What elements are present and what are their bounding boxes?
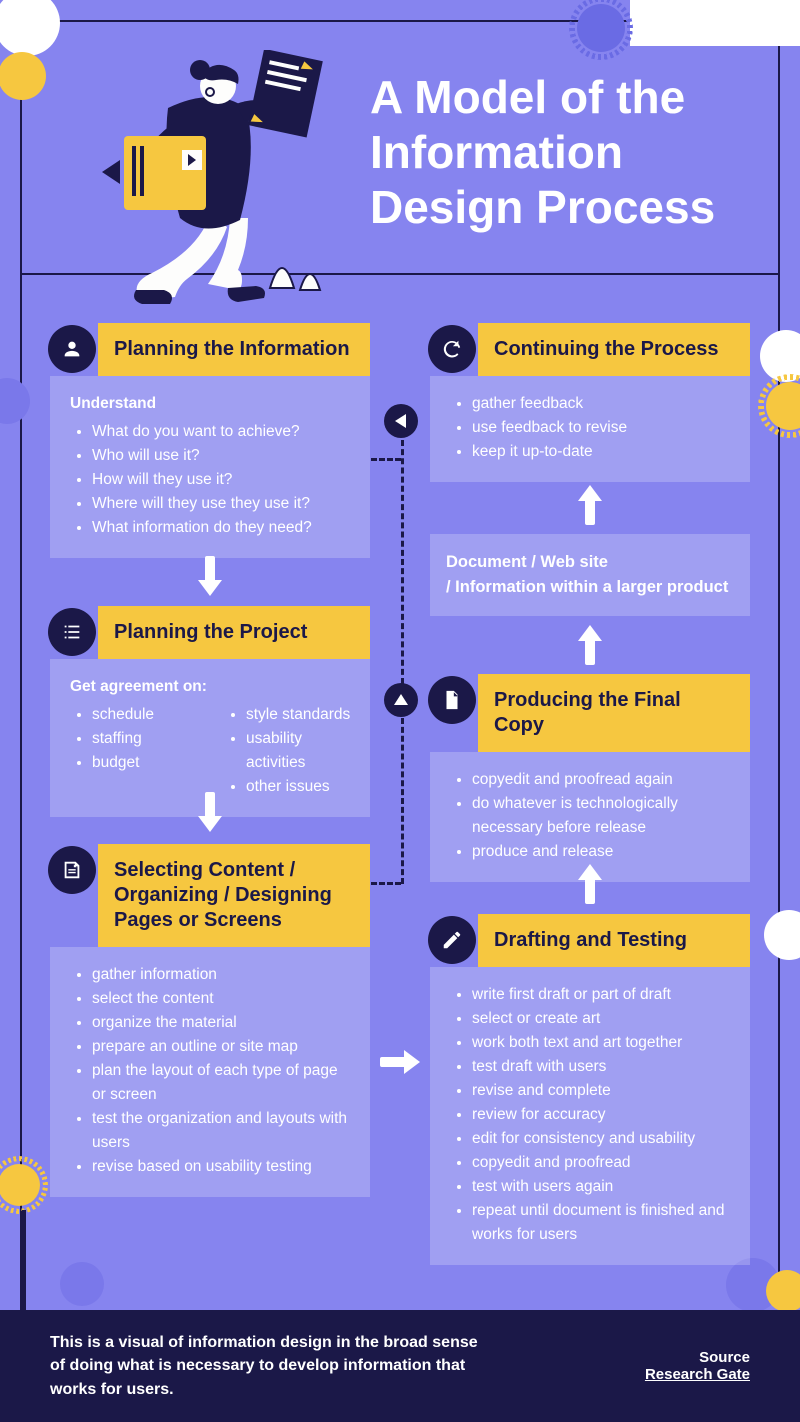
list-item: test the organization and layouts with u…: [92, 1107, 354, 1155]
list: gather feedbackuse feedback to revisekee…: [450, 392, 734, 464]
arrow-down-icon: [198, 792, 222, 836]
list-right: style standardsusability activitiesother…: [224, 703, 354, 799]
section-title: Continuing the Process: [478, 323, 750, 376]
section-title: Selecting Content / Organizing / Designi…: [98, 844, 370, 947]
section-selecting-content: Selecting Content / Organizing / Designi…: [50, 844, 370, 1197]
list-item: write first draft or part of draft: [472, 983, 734, 1007]
list-item: test draft with users: [472, 1055, 734, 1079]
list-item: gather feedback: [472, 392, 734, 416]
list-item: review for accuracy: [472, 1103, 734, 1127]
list: write first draft or part of draftselect…: [450, 983, 734, 1247]
deco-circle-purple-bl: [60, 1262, 104, 1306]
midbox-text: Document / Web site / Information within…: [430, 534, 750, 616]
deco-white-rect: [630, 0, 800, 46]
list-item: What information do they need?: [92, 516, 354, 540]
list-item: keep it up-to-date: [472, 440, 734, 464]
lead-text: Understand: [70, 392, 354, 416]
list-item: staffing: [92, 727, 200, 751]
list-item: How will they use it?: [92, 468, 354, 492]
list-item: organize the material: [92, 1011, 354, 1035]
list-item: gather information: [92, 963, 354, 987]
footer: This is a visual of information design i…: [0, 1310, 800, 1422]
footer-source: Source Research Gate: [645, 1349, 750, 1383]
arrow-up-icon: [578, 481, 602, 525]
list-left: schedulestaffingbudget: [70, 703, 200, 799]
arrow-down-icon: [198, 556, 222, 600]
dotted-path: [401, 440, 404, 684]
source-label: Source: [645, 1349, 750, 1366]
deco-circle-white-r2: [764, 910, 800, 960]
list-item: edit for consistency and usability: [472, 1127, 734, 1151]
list-item: budget: [92, 751, 200, 775]
list-item: What do you want to achieve?: [92, 420, 354, 444]
list-item: revise based on usability testing: [92, 1155, 354, 1179]
list-item: produce and release: [472, 840, 734, 864]
dotted-path-marker-up-icon: [384, 683, 418, 717]
arrow-up-icon: [578, 860, 602, 904]
lead-text: Get agreement on:: [70, 675, 354, 699]
section-body: Understand What do you want to achieve?W…: [50, 376, 370, 558]
midbox-output: Document / Web site / Information within…: [430, 534, 750, 616]
list: What do you want to achieve?Who will use…: [70, 420, 354, 540]
list-item: other issues: [246, 775, 354, 799]
deco-starburst-top: [573, 0, 629, 56]
deco-circle-yellow-br: [766, 1270, 800, 1312]
refresh-icon: [428, 325, 476, 373]
person-icon: [48, 325, 96, 373]
deco-circle-purple-l1: [0, 378, 30, 424]
list: copyedit and proofread againdo whatever …: [450, 768, 734, 864]
section-title: Producing the Final Copy: [478, 674, 750, 752]
arrow-up-icon: [578, 621, 602, 665]
section-title: Drafting and Testing: [478, 914, 750, 967]
dotted-path-marker-left-icon: [384, 404, 418, 438]
list-item: repeat until document is finished and wo…: [472, 1199, 734, 1247]
list-icon: [48, 608, 96, 656]
deco-starburst-r: [762, 378, 800, 434]
list-item: Where will they use they use it?: [92, 492, 354, 516]
list-item: schedule: [92, 703, 200, 727]
section-title: Planning the Information: [98, 323, 370, 376]
dotted-path: [401, 718, 404, 884]
list-item: select or create art: [472, 1007, 734, 1031]
list-item: use feedback to revise: [472, 416, 734, 440]
page-title: A Model of the Information Design Proces…: [370, 70, 750, 236]
dotted-path: [371, 458, 401, 461]
section-continuing-process: Continuing the Process gather feedbackus…: [430, 323, 750, 482]
frame-left: [20, 20, 22, 1310]
section-title: Planning the Project: [98, 606, 370, 659]
section-producing-final-copy: Producing the Final Copy copyedit and pr…: [430, 674, 750, 882]
list-item: copyedit and proofread again: [472, 768, 734, 792]
pencil-icon: [428, 916, 476, 964]
deco-starburst-bl: [0, 1160, 44, 1210]
source-link[interactable]: Research Gate: [645, 1366, 750, 1383]
deco-bar-bl: [22, 1210, 26, 1310]
list-item: work both text and art together: [472, 1031, 734, 1055]
list-item: copyedit and proofread: [472, 1151, 734, 1175]
list-item: select the content: [92, 987, 354, 1011]
list-item: revise and complete: [472, 1079, 734, 1103]
list-item: plan the layout of each type of page or …: [92, 1059, 354, 1107]
section-body: gather feedbackuse feedback to revisekee…: [430, 376, 750, 482]
list-item: Who will use it?: [92, 444, 354, 468]
section-drafting-testing: Drafting and Testing write first draft o…: [430, 914, 750, 1265]
list-item: style standards: [246, 703, 354, 727]
list-item: do whatever is technologically necessary…: [472, 792, 734, 840]
section-body: write first draft or part of draftselect…: [430, 967, 750, 1265]
deco-circle-white-tl: [0, 0, 60, 56]
section-body: gather informationselect the contentorga…: [50, 947, 370, 1197]
list-item: prepare an outline or site map: [92, 1035, 354, 1059]
section-planning-project: Planning the Project Get agreement on: s…: [50, 606, 370, 817]
edit-page-icon: [48, 846, 96, 894]
hero-illustration: [60, 50, 340, 310]
document-icon: [428, 676, 476, 724]
arrow-right-icon: [380, 1050, 424, 1074]
list-item: usability activities: [246, 727, 354, 775]
footer-description: This is a visual of information design i…: [50, 1331, 490, 1401]
list-item: test with users again: [472, 1175, 734, 1199]
list: gather informationselect the contentorga…: [70, 963, 354, 1179]
dotted-path: [371, 882, 401, 885]
section-planning-information: Planning the Information Understand What…: [50, 323, 370, 558]
frame-right: [778, 20, 780, 1310]
deco-circle-yellow-tl: [0, 52, 46, 100]
